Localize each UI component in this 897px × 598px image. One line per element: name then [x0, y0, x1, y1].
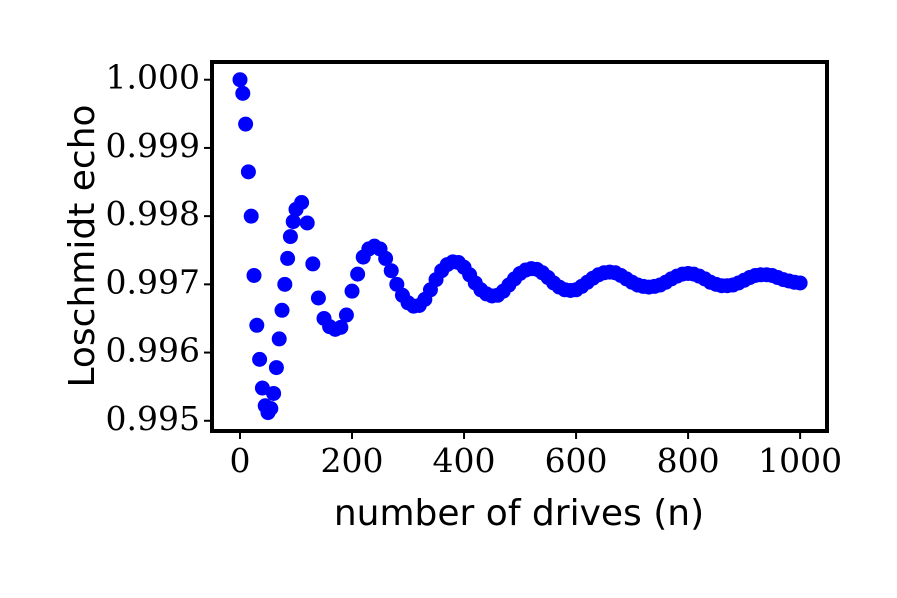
x-axis-label: number of drives (n) [334, 493, 704, 534]
point [271, 331, 287, 347]
x-tick-label: 0 [230, 441, 251, 480]
point [383, 263, 399, 279]
point [378, 250, 394, 266]
point [350, 266, 366, 282]
point [280, 250, 296, 266]
x-tick-label: 400 [433, 441, 496, 480]
point [282, 229, 298, 245]
point [344, 283, 360, 299]
point [338, 307, 354, 323]
point [285, 214, 301, 230]
point [240, 164, 256, 180]
point [310, 290, 326, 306]
y-axis-label: Loschmidt echo [62, 104, 103, 387]
point [268, 360, 284, 376]
point [254, 380, 270, 396]
point [333, 319, 349, 335]
point [792, 275, 808, 291]
y-tick-label: 0.998 [106, 194, 200, 233]
point [235, 85, 251, 101]
point [274, 302, 290, 318]
point [252, 351, 268, 367]
point [305, 256, 321, 272]
plot-frame [210, 60, 829, 433]
y-tick-label: 0.999 [106, 126, 200, 165]
point [263, 400, 279, 416]
point [277, 276, 293, 292]
point [232, 72, 248, 88]
x-tick-label: 200 [321, 441, 384, 480]
point [246, 267, 262, 283]
point [299, 215, 315, 231]
point [294, 195, 310, 211]
y-tick-label: 0.995 [106, 399, 200, 438]
x-tick-label: 1000 [758, 441, 842, 480]
x-tick-label: 600 [545, 441, 608, 480]
point [249, 317, 265, 333]
point [243, 208, 259, 224]
x-tick-label: 800 [657, 441, 720, 480]
y-tick-label: 0.996 [106, 331, 200, 370]
point [238, 116, 254, 132]
y-tick-label: 0.997 [106, 262, 200, 301]
y-tick-label: 1.000 [106, 58, 200, 97]
point [266, 385, 282, 401]
